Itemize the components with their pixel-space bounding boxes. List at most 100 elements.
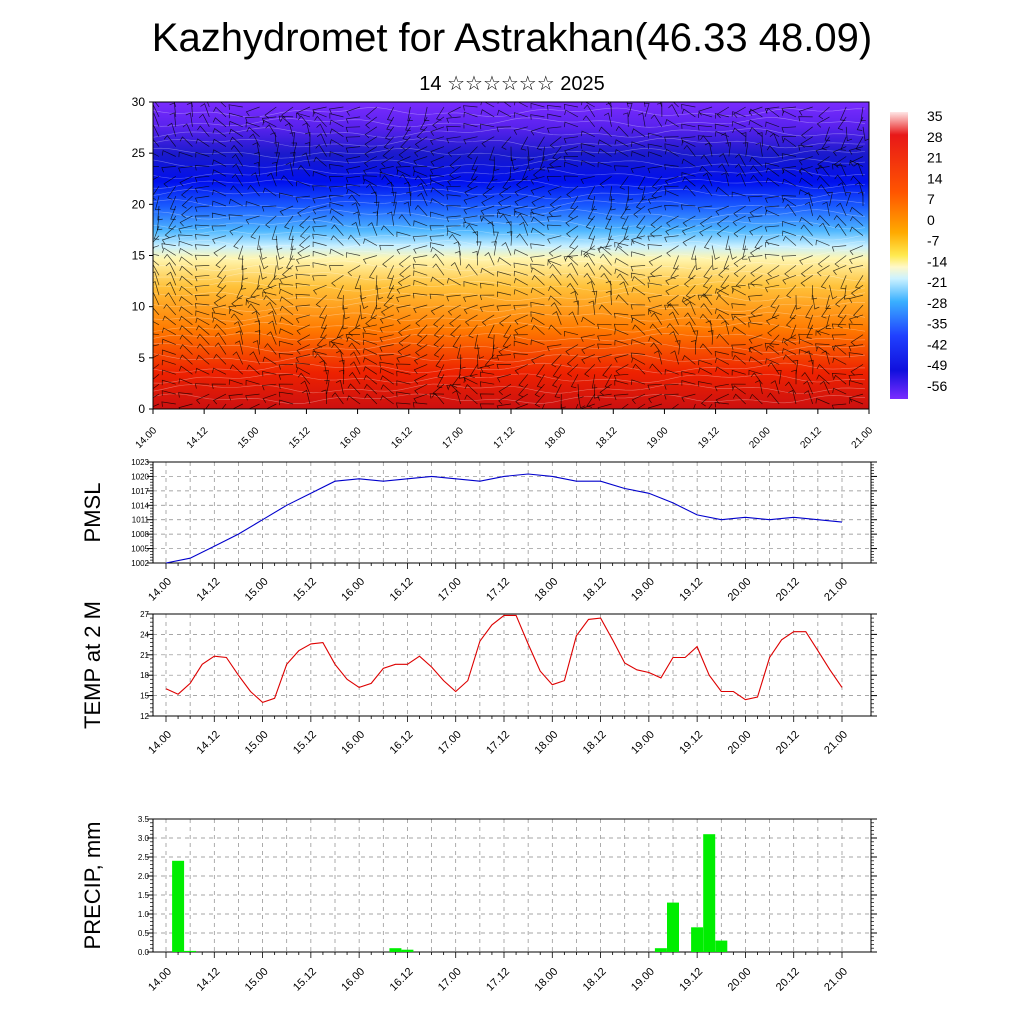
wind-barb [497,271,512,277]
wind-barb [279,305,294,316]
wind-barb [568,245,579,259]
wind-barb [328,175,344,182]
y-tick-label: 25 [132,146,146,160]
wind-barb [513,262,528,269]
x-tick-label: 20.00 [726,729,754,757]
wind-barb [546,224,562,230]
wind-barb [580,130,595,138]
wind-barb [782,354,797,365]
wind-barb [698,367,713,375]
wind-barb [824,126,831,141]
wind-barb [597,403,612,409]
wind-barb [279,274,294,284]
wind-barb [715,186,730,197]
wind-barb [497,291,512,298]
wind-barb [644,102,650,118]
wind-barb [153,175,160,181]
wind-barb [271,161,278,177]
wind-barb [161,235,176,245]
wind-barb [565,344,579,356]
wind-barb [731,313,746,320]
wind-barb [613,373,629,381]
wind-barb [748,106,763,116]
series-line [165,473,843,564]
wind-barb [329,248,344,256]
wind-barb [862,126,869,142]
x-tick-label: 20.00 [726,576,754,604]
wind-barb [415,314,428,327]
wind-barb [569,235,579,250]
wind-barb [849,245,864,256]
wind-barb [433,324,445,338]
wind-barb [398,334,411,347]
wind-barb [265,215,277,229]
wind-barb [463,294,478,303]
wind-barb [347,234,361,246]
wind-barb [530,311,545,317]
wind-barb [464,394,478,405]
wind-barb [396,380,411,386]
wind-barb [363,238,378,246]
wind-barb [167,185,177,200]
y-tick-label: 15 [132,249,146,263]
wind-barb [803,390,814,405]
wind-barb [731,351,746,357]
wind-barb [194,195,210,203]
wind-barb [664,304,679,311]
wind-barb [837,116,847,131]
x-tick-label: 16.00 [339,966,367,994]
wind-barb [597,161,612,168]
wind-barb [430,198,445,207]
wind-barb [725,142,732,157]
wind-barb [212,317,227,326]
wind-barb [453,241,462,256]
wind-barb [312,250,327,257]
wind-barb [429,242,445,248]
wind-barb [581,316,595,326]
wind-barb [329,128,344,137]
wind-barb [178,151,193,158]
wind-barb [700,303,713,316]
wind-barb [295,265,310,272]
wind-barb [666,215,679,227]
wind-barb [552,374,562,388]
wind-barb [702,275,713,289]
wind-barb [194,274,210,282]
wind-barb [721,172,730,187]
x-tick-label: 20.00 [747,425,773,451]
wind-barb [234,340,244,355]
wind-barb [417,182,428,197]
wind-barb [681,158,696,167]
wind-barb [213,245,227,257]
x-tick-label: 20.12 [774,576,802,604]
wind-barb [396,245,411,255]
wind-barb [499,314,512,327]
wind-barb [251,172,260,187]
wind-barb [509,166,515,181]
wind-barb [215,284,227,299]
wind-barb [264,106,277,119]
wind-barb [446,230,461,237]
wind-barb [353,211,361,226]
wind-barb [698,106,713,116]
wind-barb [502,176,512,190]
wind-barb [275,245,285,260]
wind-barb [680,204,696,210]
contour-line [153,179,866,189]
wind-barb [599,253,612,266]
wind-barb [299,225,311,239]
y-tick-label: 24 [140,630,149,639]
x-tick-label: 16.12 [388,729,416,757]
wind-barb [649,363,663,375]
wind-barb [549,195,562,209]
wind-barb [791,369,797,385]
wind-barb [480,109,495,118]
wind-barb [487,221,495,236]
wind-barb [535,364,545,378]
wind-barb [765,107,780,118]
wind-barb [251,310,260,325]
x-tick-label: 18.12 [581,729,609,757]
wind-barb [499,213,512,226]
wind-barb [530,267,545,276]
wind-barb [671,403,679,409]
